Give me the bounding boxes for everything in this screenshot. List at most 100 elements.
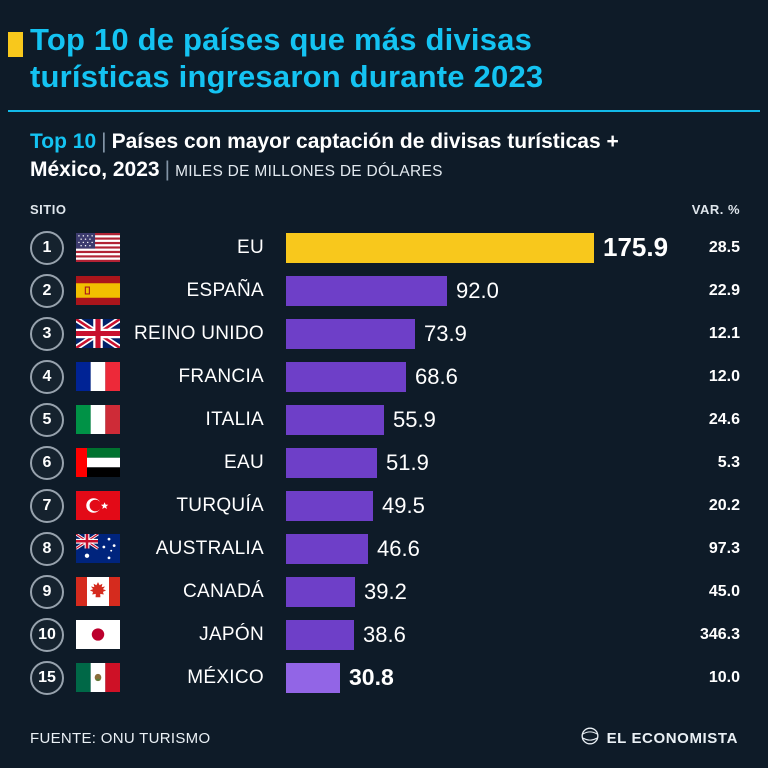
value-label: 175.9 <box>603 232 669 263</box>
flag-tr-icon <box>76 491 120 521</box>
variation-value: 45.0 <box>708 582 740 600</box>
rank-number: 7 <box>42 496 52 514</box>
bar-zone: 46.6 <box>286 533 682 564</box>
variation-value: 12.1 <box>708 324 740 342</box>
bar-zone: 49.5 <box>286 490 682 521</box>
value-label: 39.2 <box>364 578 407 604</box>
value-label: 73.9 <box>424 320 467 346</box>
variation-value: 28.5 <box>708 238 740 256</box>
variation-value: 10.0 <box>708 668 740 686</box>
value-bar <box>286 275 447 306</box>
country-label: CANADÁ <box>183 580 264 602</box>
value-label: 49.5 <box>382 492 425 518</box>
variation-value: 22.9 <box>708 281 740 299</box>
flag-jp-icon <box>76 620 120 650</box>
page-title: Top 10 de países que más divisas turísti… <box>30 22 544 94</box>
rank-badge: 8 <box>30 531 64 566</box>
rank-number: 6 <box>42 453 52 471</box>
header: Top 10 de países que más divisas turísti… <box>0 0 768 95</box>
subtitle-separator-2: | <box>164 158 171 182</box>
variation-value: 97.3 <box>708 539 740 557</box>
rank-number: 15 <box>38 668 56 686</box>
bar-zone: 55.9 <box>286 404 682 435</box>
flag-fr-icon <box>76 362 120 392</box>
variation-value: 346.3 <box>699 625 740 643</box>
rank-column-header: SITIO <box>30 202 67 218</box>
country-label: ITALIA <box>205 408 264 430</box>
table-row: 3 REINO UNIDO 73.9 12.1 <box>0 316 768 351</box>
flag-gb-icon <box>76 319 120 349</box>
country-label: TURQUÍA <box>176 494 264 516</box>
rank-number: 3 <box>42 324 52 342</box>
rank-badge: 7 <box>30 488 64 523</box>
rank-number: 2 <box>42 281 52 299</box>
subtitle-unit: MILES DE MILLONES DE DÓLARES <box>175 163 443 181</box>
flag-ae-icon <box>76 448 120 478</box>
variation-value: 24.6 <box>708 410 740 428</box>
rank-number: 10 <box>38 625 56 643</box>
table-row: 10 JAPÓN 38.6 346.3 <box>0 617 768 652</box>
rank-number: 8 <box>42 539 52 557</box>
value-label: 92.0 <box>456 277 499 303</box>
table-row: 7 TURQUÍA 49.5 20.2 <box>0 488 768 523</box>
rank-badge: 10 <box>30 617 64 652</box>
subtitle-highlight: Top 10 <box>30 130 97 154</box>
brand-logo: EL ECONOMISTA <box>580 726 738 750</box>
value-label: 30.8 <box>349 664 394 691</box>
country-label: ESPAÑA <box>186 279 264 301</box>
bar-zone: 73.9 <box>286 318 682 349</box>
source-note: FUENTE: ONU TURISMO <box>30 729 211 747</box>
country-label: AUSTRALIA <box>155 537 264 559</box>
brand-name: EL ECONOMISTA <box>606 729 738 747</box>
table-row: 2 ESPAÑA 92.0 22.9 <box>0 273 768 308</box>
value-label: 38.6 <box>363 621 406 647</box>
country-label: EU <box>237 236 264 258</box>
table-row: 1 EU 175.9 28.5 <box>0 230 768 265</box>
column-headers: SITIO VAR. % <box>30 202 740 217</box>
divider <box>8 110 760 113</box>
flag-mx-icon <box>76 663 120 693</box>
rank-badge: 3 <box>30 316 64 351</box>
value-label: 68.6 <box>415 363 458 389</box>
table-row: 5 ITALIA 55.9 24.6 <box>0 402 768 437</box>
value-bar <box>286 576 355 607</box>
accent-square <box>8 32 23 57</box>
bar-zone: 30.8 <box>286 662 682 693</box>
value-bar <box>286 662 340 693</box>
flag-au-icon <box>76 534 120 564</box>
el-economista-icon <box>580 726 600 750</box>
table-row: 8 AUSTRALIA 46.6 97.3 <box>0 531 768 566</box>
table-row: 9 CANADÁ 39.2 45.0 <box>0 574 768 609</box>
value-bar <box>286 361 406 392</box>
table-row: 4 FRANCIA 68.6 12.0 <box>0 359 768 394</box>
bar-zone: 68.6 <box>286 361 682 392</box>
flag-it-icon <box>76 405 120 435</box>
flag-us-icon <box>76 233 120 263</box>
variation-value: 12.0 <box>708 367 740 385</box>
bar-zone: 39.2 <box>286 576 682 607</box>
value-bar <box>286 318 415 349</box>
value-bar <box>286 232 594 263</box>
value-bar <box>286 404 384 435</box>
footer: FUENTE: ONU TURISMO EL ECONOMISTA <box>30 726 738 750</box>
chart-subtitle: Top 10 | Países con mayor captación de div… <box>30 128 642 184</box>
rank-number: 4 <box>42 367 52 385</box>
country-label: FRANCIA <box>178 365 264 387</box>
rank-number: 5 <box>42 410 52 428</box>
variation-column-header: VAR. % <box>691 202 740 218</box>
value-bar <box>286 490 373 521</box>
rank-number: 9 <box>42 582 52 600</box>
bar-zone: 175.9 <box>286 232 682 263</box>
country-label: JAPÓN <box>199 623 264 645</box>
value-bar <box>286 447 377 478</box>
rank-number: 1 <box>42 238 52 256</box>
rank-badge: 9 <box>30 574 64 609</box>
bar-zone: 51.9 <box>286 447 682 478</box>
flag-es-icon <box>76 276 120 306</box>
rank-badge: 1 <box>30 230 64 265</box>
rank-badge: 6 <box>30 445 64 480</box>
country-label: EAU <box>224 451 264 473</box>
country-label: MÉXICO <box>187 666 264 688</box>
value-bar <box>286 619 354 650</box>
rank-badge: 2 <box>30 273 64 308</box>
